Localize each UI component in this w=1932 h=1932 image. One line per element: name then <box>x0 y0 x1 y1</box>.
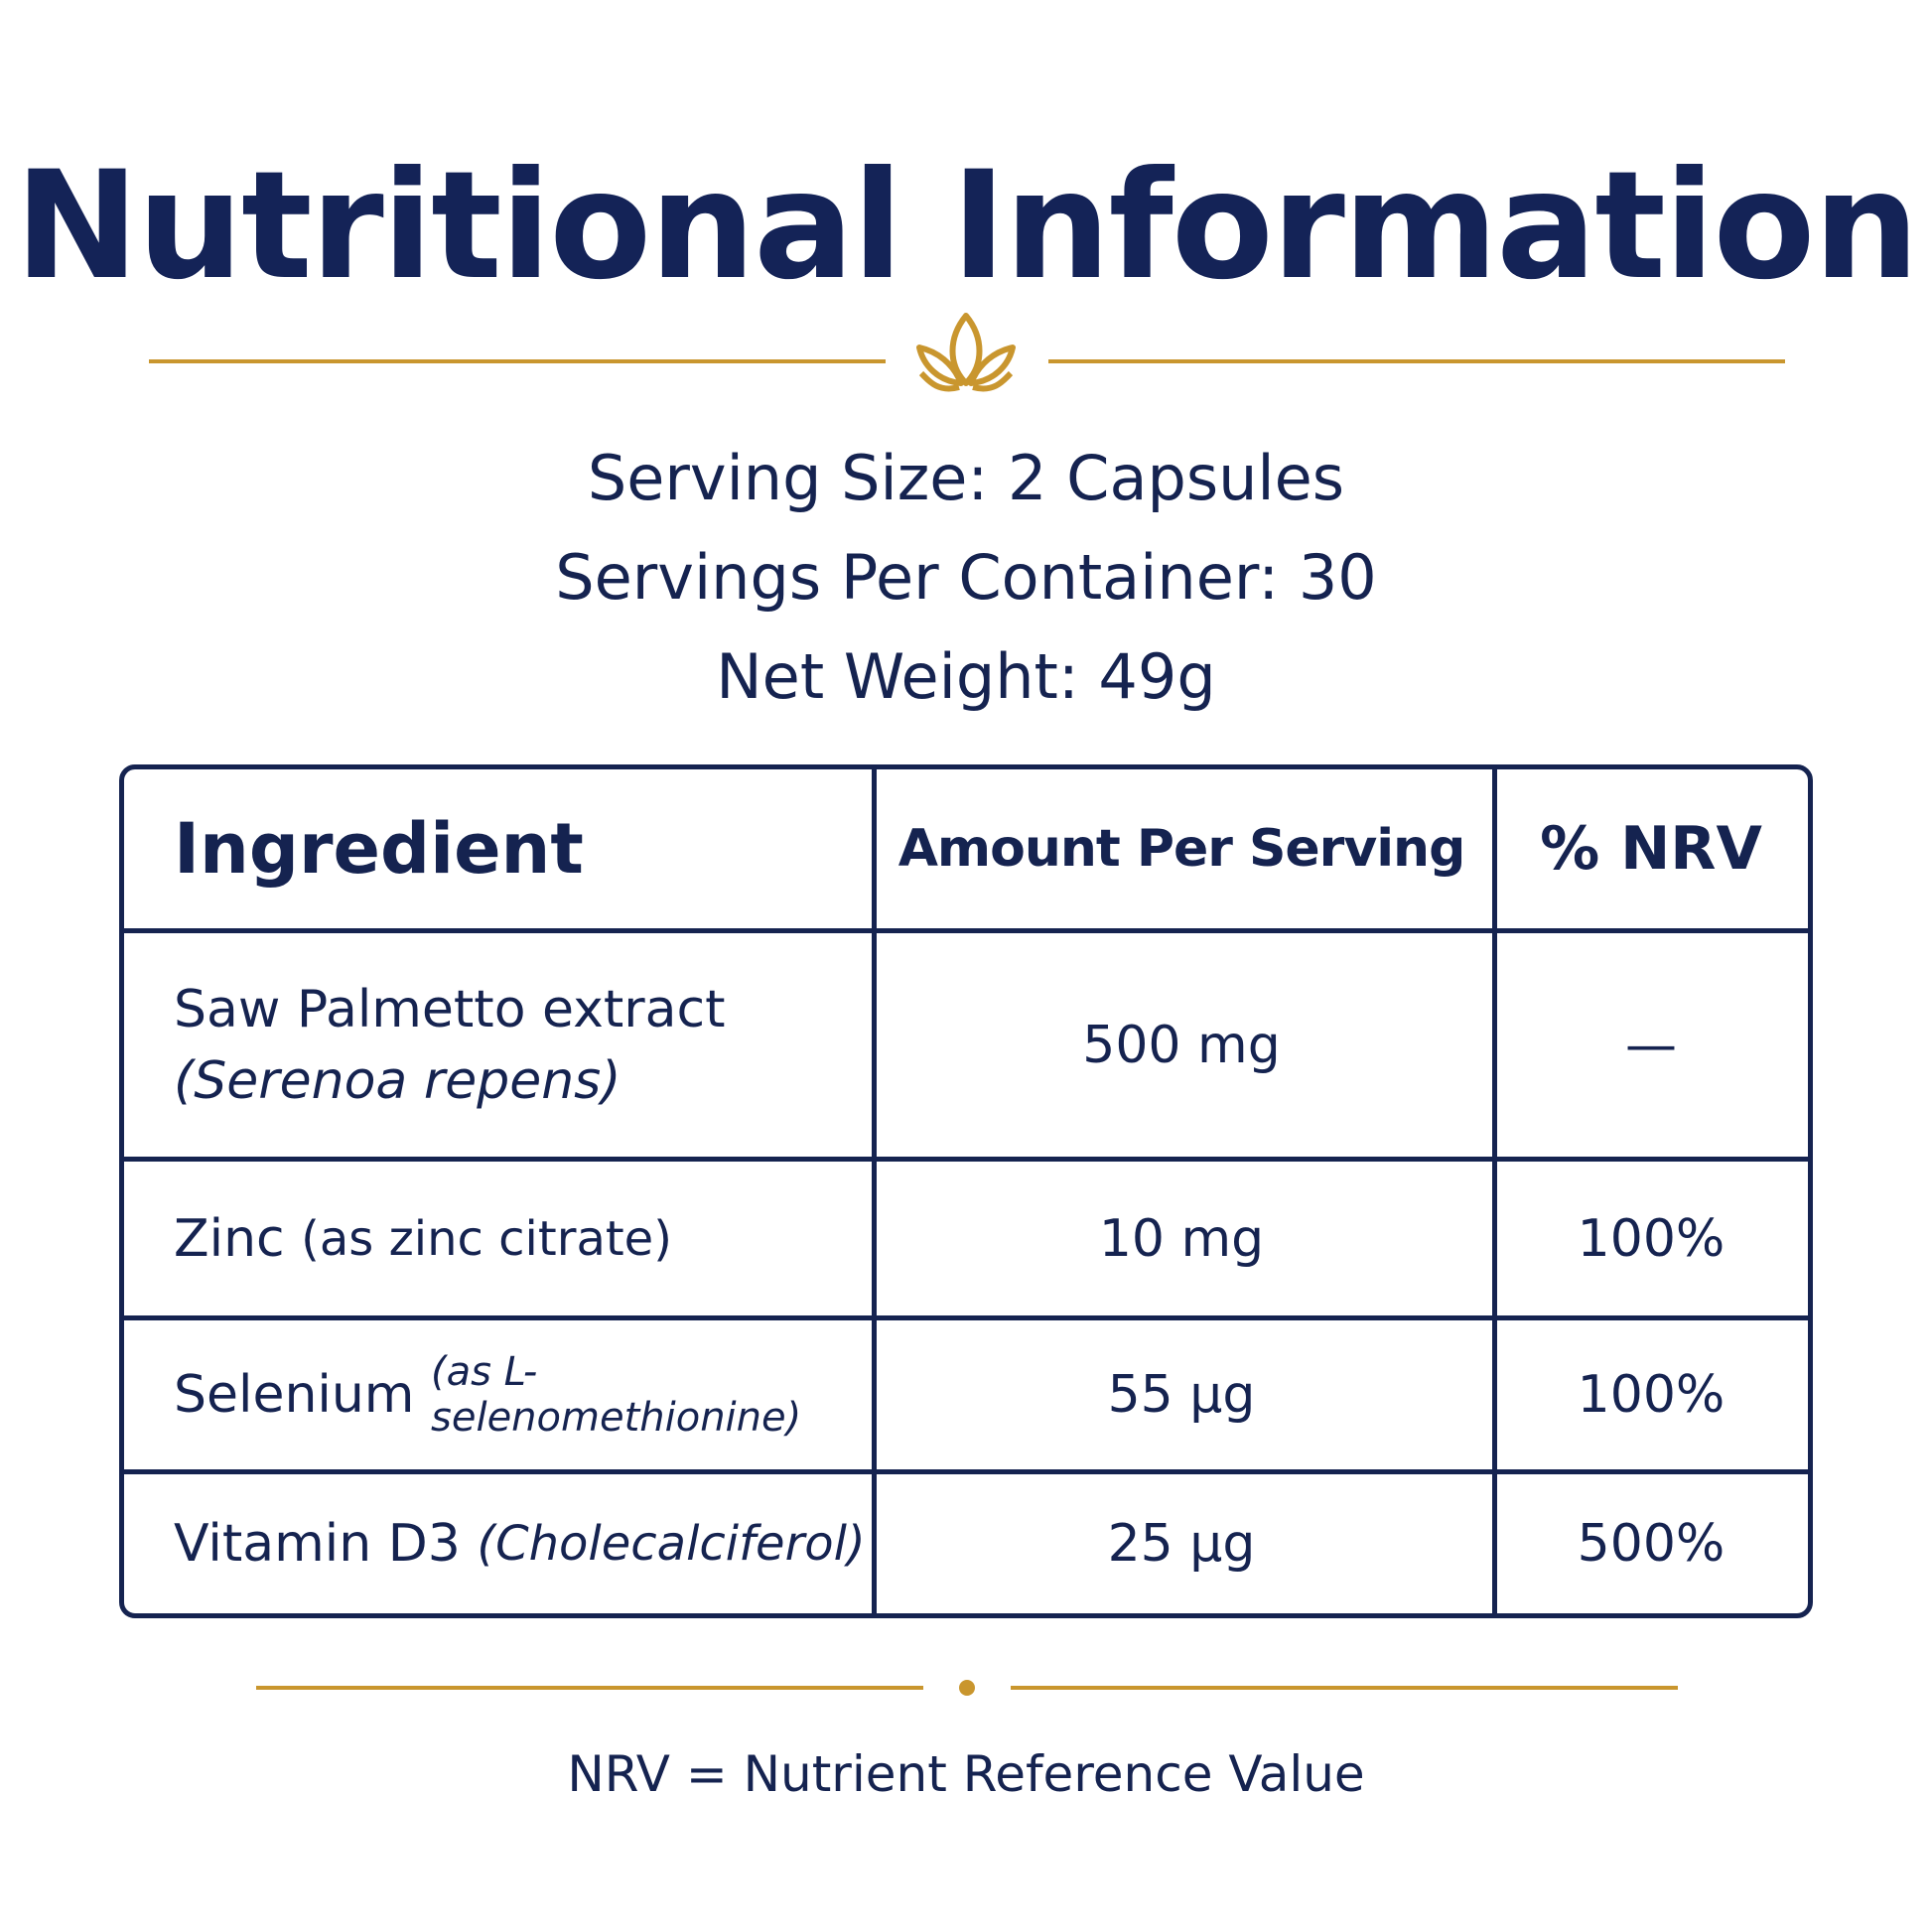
table-row-nrv: 100% <box>1577 1208 1725 1269</box>
header-amount: Amount Per Serving <box>897 819 1466 879</box>
ingredient-detail: (Cholecalciferol) <box>477 1516 866 1572</box>
column-divider <box>872 769 877 1613</box>
page-title: Nutritional Information <box>14 140 1920 313</box>
table-row-amount: 55 µg <box>1107 1365 1256 1425</box>
row-divider <box>124 1157 1808 1162</box>
row-divider <box>124 1469 1808 1474</box>
table-row-ingredient: Saw Palmetto extract (Serenoa repens) <box>174 933 869 1157</box>
ingredient-name: Vitamin D3 <box>174 1514 461 1574</box>
ingredient-detail: (as zinc citrate) <box>301 1210 672 1267</box>
lotus-icon <box>916 313 1016 392</box>
servings-per-container: Servings Per Container: 30 <box>555 541 1377 614</box>
footnote: NRV = Nutrient Reference Value <box>567 1745 1365 1803</box>
serving-info: Serving Size: 2 Capsules Servings Per Co… <box>0 429 1932 727</box>
table-row-nrv: 500% <box>1577 1514 1725 1574</box>
table-row-amount: 25 µg <box>1107 1514 1256 1574</box>
footer-divider <box>256 1680 1678 1696</box>
title-divider <box>149 313 1785 392</box>
ingredient-name: Zinc <box>174 1208 285 1269</box>
ingredient-detail: (as L-selenomethionine) <box>431 1349 802 1441</box>
table-row-ingredient: Vitamin D3 (Cholecalciferol) <box>174 1474 869 1613</box>
column-divider <box>1492 769 1497 1613</box>
table-row-ingredient: Zinc (as zinc citrate) <box>174 1162 869 1315</box>
table-row-amount: 500 mg <box>1082 1015 1281 1075</box>
table-row-nrv: 100% <box>1577 1365 1725 1425</box>
row-divider <box>124 928 1808 933</box>
table-row-ingredient: Selenium (as L-selenomethionine) <box>174 1320 869 1469</box>
table-row-amount: 10 mg <box>1098 1208 1265 1269</box>
table-row-nrv: — <box>1625 1015 1677 1075</box>
header-nrv: % NRV <box>1540 814 1762 884</box>
ingredient-detail: (Serenoa repens) <box>174 1050 621 1111</box>
row-divider <box>124 1315 1808 1320</box>
serving-size: Serving Size: 2 Capsules <box>587 442 1345 514</box>
header-ingredient: Ingredient <box>174 808 584 890</box>
dot-icon <box>959 1680 975 1696</box>
ingredient-name: Saw Palmetto extract <box>174 979 726 1039</box>
net-weight: Net Weight: 49g <box>716 640 1216 713</box>
nutrition-table: Ingredient Amount Per Serving % NRV Saw … <box>119 764 1813 1618</box>
ingredient-name: Selenium <box>174 1365 415 1425</box>
